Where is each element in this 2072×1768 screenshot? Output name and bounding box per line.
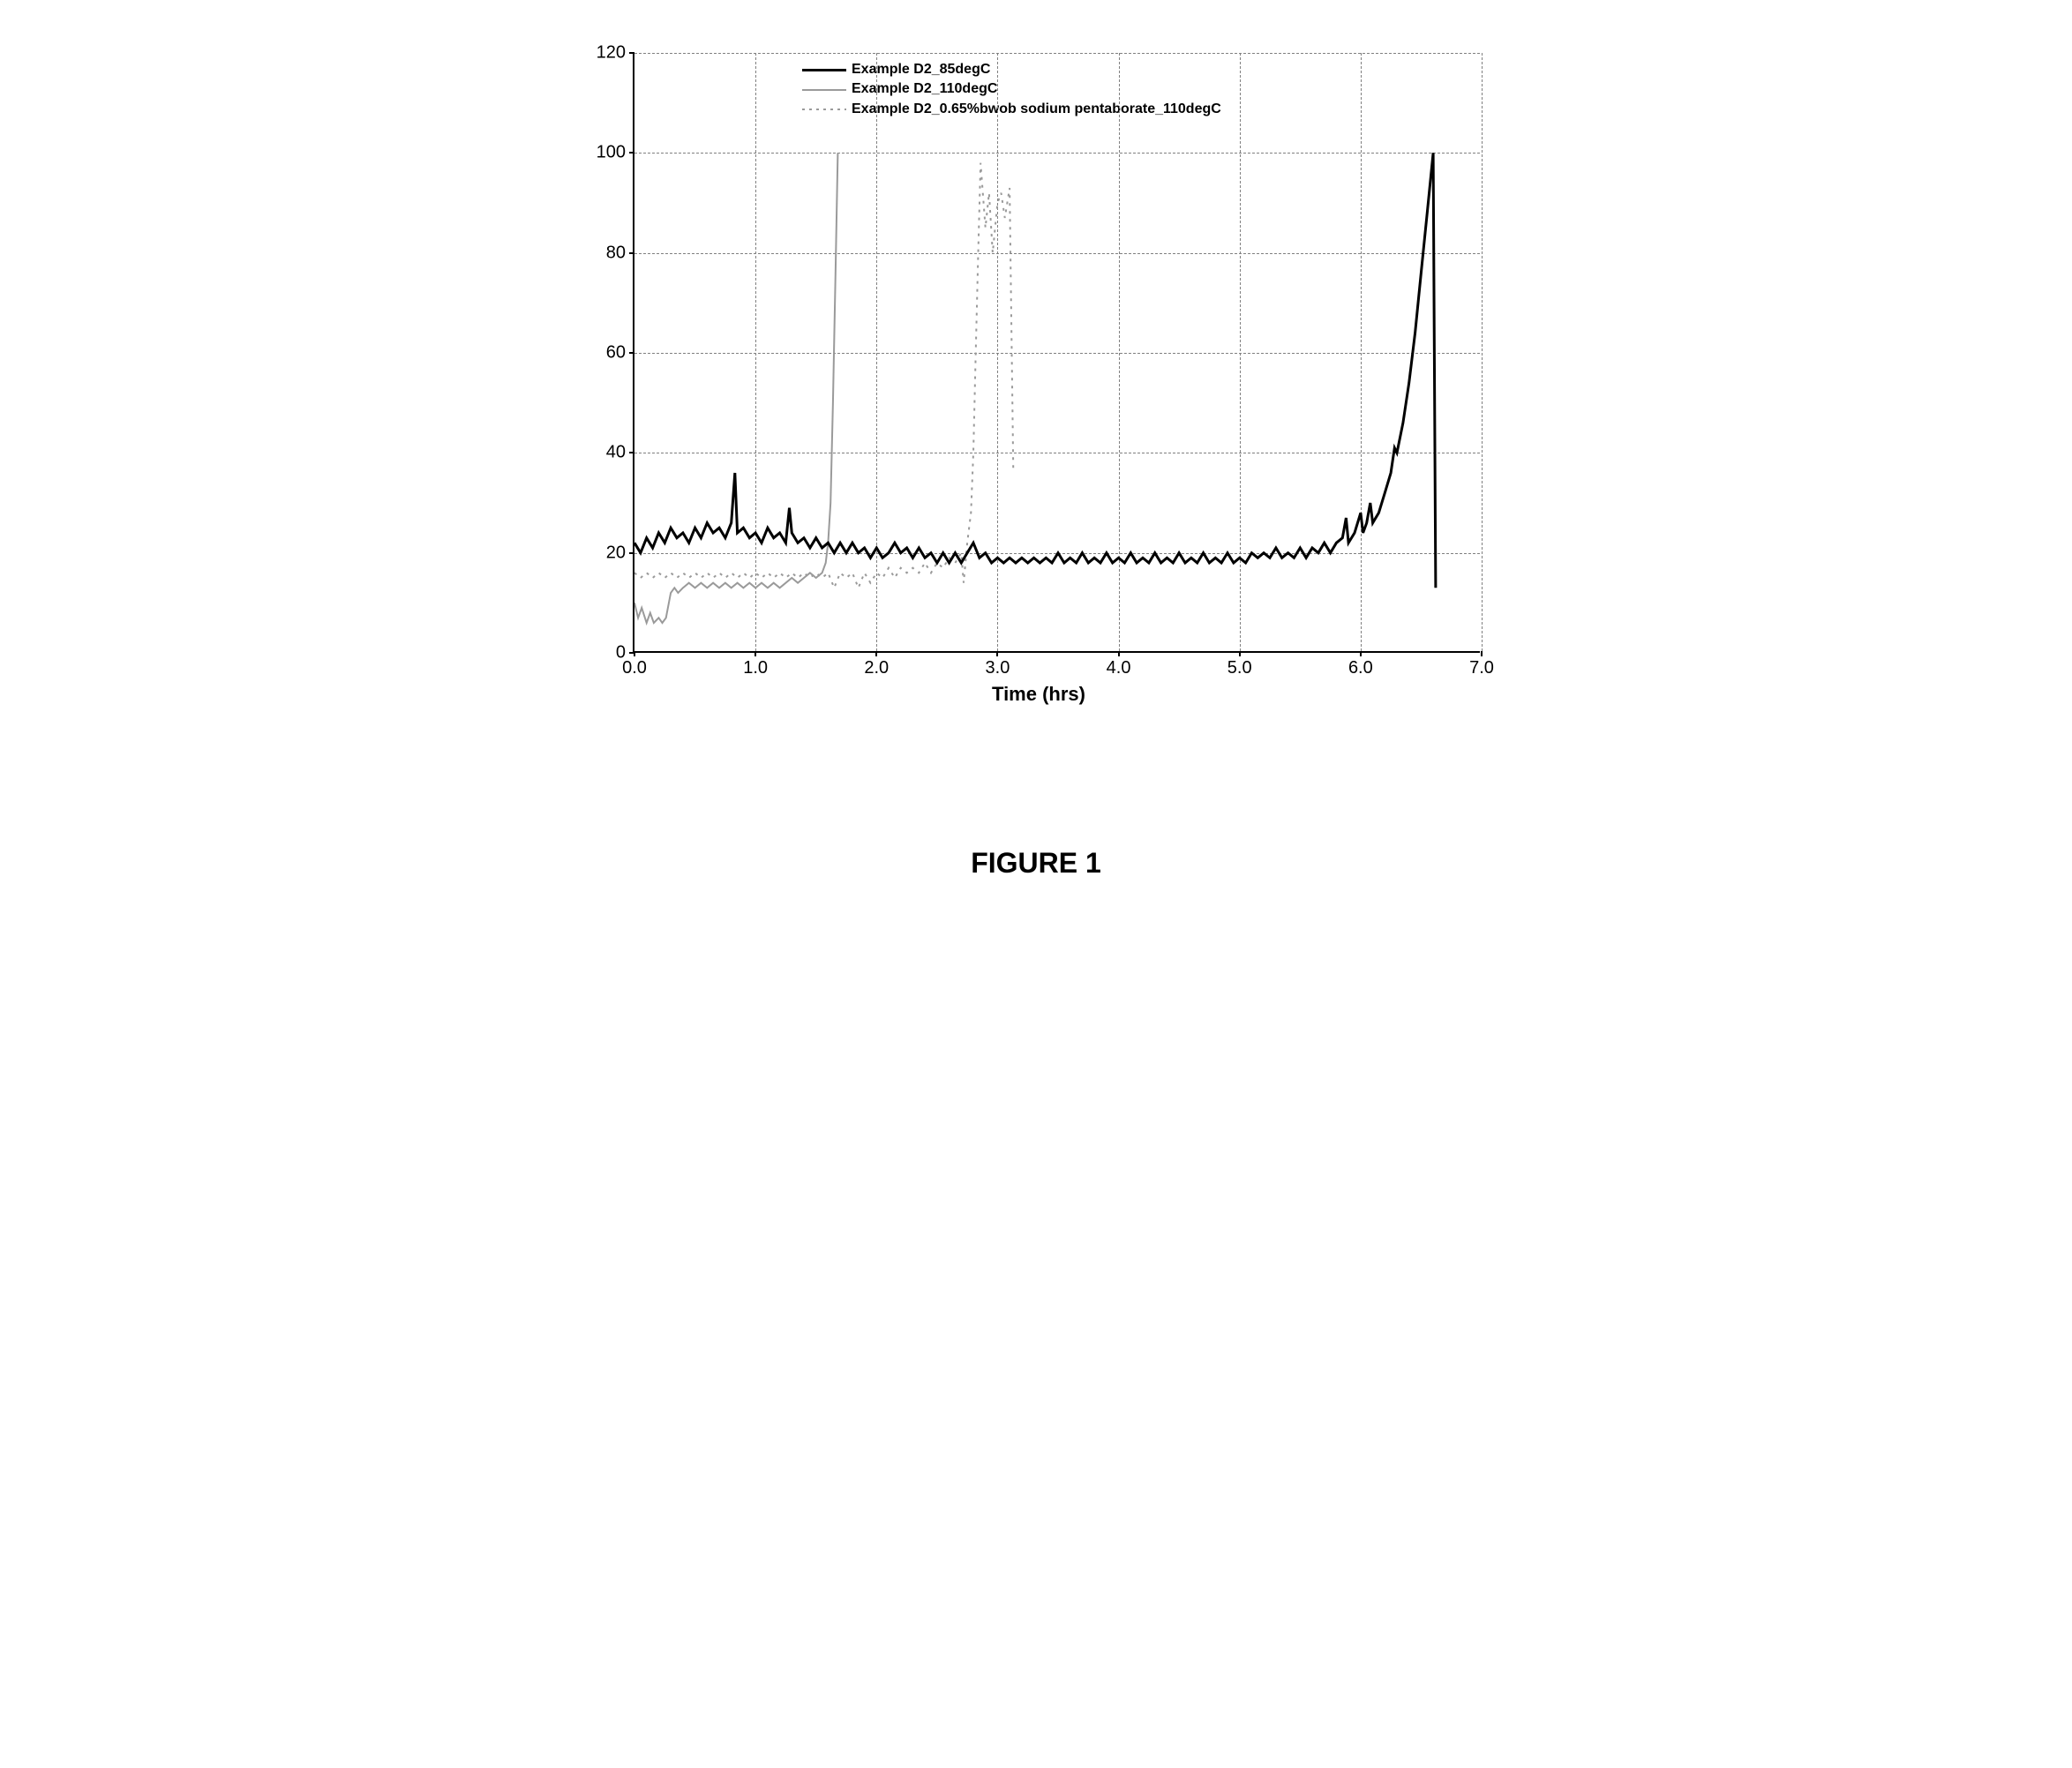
legend-entry-0: Example D2_85degC <box>802 60 1221 79</box>
figure-container: Consistency (Bc) Example D2_85degC Examp… <box>518 35 1554 880</box>
x-tick-3.0: 3.0 <box>986 651 1010 678</box>
legend-swatch-2 <box>802 103 846 116</box>
y-tick-60: 60 <box>606 343 634 363</box>
legend-label-2: Example D2_0.65%bwob sodium pentaborate_… <box>852 100 1221 119</box>
x-tick-2.0: 2.0 <box>864 651 889 678</box>
legend-swatch-1 <box>802 84 846 96</box>
x-axis-title: Time (hrs) <box>992 683 1085 706</box>
plot-area: Example D2_85degC Example D2_110degC Exa… <box>633 53 1480 653</box>
y-tick-20: 20 <box>606 543 634 563</box>
x-tick-5.0: 5.0 <box>1227 651 1252 678</box>
y-tick-40: 40 <box>606 443 634 463</box>
y-tick-120: 120 <box>597 43 634 64</box>
x-tick-7.0: 7.0 <box>1469 651 1494 678</box>
legend-swatch-0 <box>802 64 846 76</box>
legend-entry-2: Example D2_0.65%bwob sodium pentaborate_… <box>802 100 1221 119</box>
legend-entry-1: Example D2_110degC <box>802 79 1221 99</box>
x-tick-4.0: 4.0 <box>1107 651 1131 678</box>
chart-area: Consistency (Bc) Example D2_85degC Examp… <box>553 35 1524 723</box>
figure-caption: FIGURE 1 <box>518 847 1554 880</box>
x-tick-1.0: 1.0 <box>743 651 768 678</box>
legend-label-1: Example D2_110degC <box>852 79 997 99</box>
y-tick-80: 80 <box>606 243 634 263</box>
x-tick-6.0: 6.0 <box>1348 651 1373 678</box>
legend-label-0: Example D2_85degC <box>852 60 990 79</box>
legend: Example D2_85degC Example D2_110degC Exa… <box>802 60 1221 119</box>
series-2 <box>634 163 1013 588</box>
x-tick-0.0: 0.0 <box>622 651 647 678</box>
y-tick-100: 100 <box>597 143 634 163</box>
